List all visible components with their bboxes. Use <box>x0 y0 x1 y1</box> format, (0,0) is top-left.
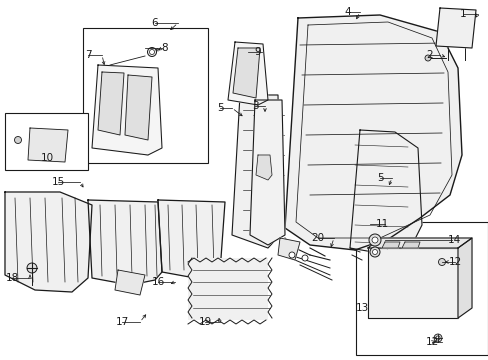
Bar <box>83 28 207 163</box>
Text: 4: 4 <box>344 7 350 17</box>
Bar <box>5 113 88 170</box>
Polygon shape <box>5 192 92 292</box>
Polygon shape <box>435 8 475 48</box>
Circle shape <box>369 247 379 257</box>
Polygon shape <box>28 128 68 162</box>
Polygon shape <box>249 100 285 245</box>
Text: 1: 1 <box>459 9 466 19</box>
Polygon shape <box>401 242 419 248</box>
Text: 7: 7 <box>84 50 91 60</box>
Text: 13: 13 <box>355 303 368 313</box>
Text: 18: 18 <box>5 273 19 283</box>
Text: 15: 15 <box>51 177 64 187</box>
Polygon shape <box>278 238 299 260</box>
Polygon shape <box>115 270 145 295</box>
Circle shape <box>149 49 154 54</box>
Text: 17: 17 <box>115 317 128 327</box>
Polygon shape <box>227 42 267 105</box>
Circle shape <box>15 136 21 144</box>
Polygon shape <box>349 130 421 255</box>
Text: 3: 3 <box>251 101 258 111</box>
Circle shape <box>438 258 445 266</box>
Circle shape <box>288 252 294 258</box>
Polygon shape <box>367 248 457 318</box>
Polygon shape <box>285 15 461 250</box>
Circle shape <box>435 336 439 340</box>
Polygon shape <box>457 238 471 318</box>
Circle shape <box>424 55 430 61</box>
Polygon shape <box>256 155 271 180</box>
Text: 16: 16 <box>151 277 164 287</box>
Circle shape <box>433 334 441 342</box>
Text: 2: 2 <box>426 50 432 60</box>
Text: 9: 9 <box>254 47 261 57</box>
Text: 12: 12 <box>425 337 438 347</box>
Circle shape <box>302 255 307 261</box>
Bar <box>187 258 267 320</box>
Polygon shape <box>367 238 471 248</box>
Polygon shape <box>231 95 280 248</box>
Polygon shape <box>232 48 260 98</box>
Polygon shape <box>125 75 152 140</box>
Text: 8: 8 <box>162 43 168 53</box>
Text: 5: 5 <box>376 173 383 183</box>
Circle shape <box>27 263 37 273</box>
Bar <box>355 222 487 355</box>
Text: 5: 5 <box>216 103 223 113</box>
Text: 19: 19 <box>198 317 211 327</box>
Text: 14: 14 <box>447 235 460 245</box>
Text: 12: 12 <box>447 257 461 267</box>
Text: 20: 20 <box>311 233 324 243</box>
Text: 10: 10 <box>41 153 54 163</box>
Text: 6: 6 <box>151 18 158 28</box>
Circle shape <box>371 237 377 243</box>
Circle shape <box>368 234 380 246</box>
Polygon shape <box>92 65 162 155</box>
Circle shape <box>372 249 377 255</box>
Circle shape <box>147 48 156 57</box>
Text: 11: 11 <box>375 219 388 229</box>
Polygon shape <box>98 72 124 135</box>
Polygon shape <box>88 200 162 285</box>
Polygon shape <box>158 200 224 278</box>
Polygon shape <box>381 242 399 248</box>
